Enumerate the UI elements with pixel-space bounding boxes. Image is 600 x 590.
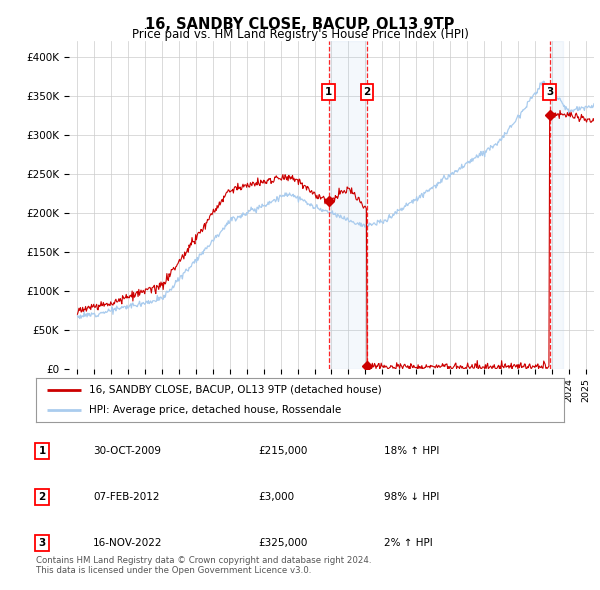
- Text: 2: 2: [364, 87, 371, 97]
- Text: 3: 3: [546, 87, 553, 97]
- Text: 18% ↑ HPI: 18% ↑ HPI: [384, 446, 439, 455]
- Text: 2: 2: [38, 492, 46, 502]
- Text: 3: 3: [38, 538, 46, 548]
- Text: 16-NOV-2022: 16-NOV-2022: [93, 538, 163, 548]
- Text: £215,000: £215,000: [258, 446, 307, 455]
- Text: Contains HM Land Registry data © Crown copyright and database right 2024.
This d: Contains HM Land Registry data © Crown c…: [36, 556, 371, 575]
- Text: 16, SANDBY CLOSE, BACUP, OL13 9TP (detached house): 16, SANDBY CLOSE, BACUP, OL13 9TP (detac…: [89, 385, 382, 395]
- Text: 2% ↑ HPI: 2% ↑ HPI: [384, 538, 433, 548]
- Text: 16, SANDBY CLOSE, BACUP, OL13 9TP: 16, SANDBY CLOSE, BACUP, OL13 9TP: [145, 17, 455, 31]
- Bar: [329, 41, 367, 369]
- Text: £325,000: £325,000: [258, 538, 307, 548]
- Bar: [550, 41, 563, 369]
- Text: 1: 1: [325, 87, 332, 97]
- Text: £3,000: £3,000: [258, 492, 294, 502]
- Text: HPI: Average price, detached house, Rossendale: HPI: Average price, detached house, Ross…: [89, 405, 341, 415]
- Text: 30-OCT-2009: 30-OCT-2009: [93, 446, 161, 455]
- Text: 1: 1: [38, 446, 46, 455]
- Text: 07-FEB-2012: 07-FEB-2012: [93, 492, 160, 502]
- Text: 98% ↓ HPI: 98% ↓ HPI: [384, 492, 439, 502]
- Text: Price paid vs. HM Land Registry's House Price Index (HPI): Price paid vs. HM Land Registry's House …: [131, 28, 469, 41]
